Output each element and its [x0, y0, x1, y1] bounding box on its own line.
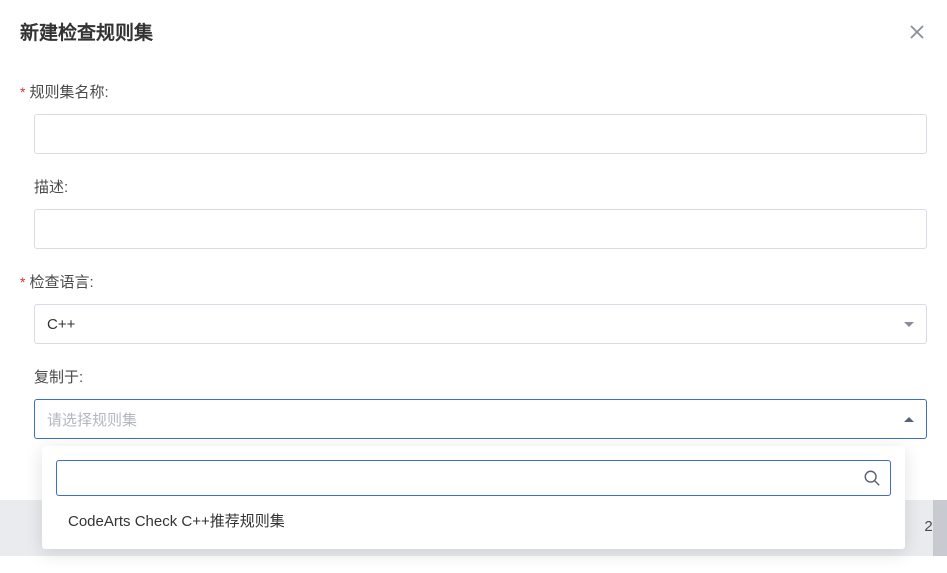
required-indicator: *	[20, 275, 25, 289]
language-selected-value: C++	[47, 316, 75, 333]
language-select[interactable]: C++	[34, 304, 927, 344]
dropdown-option[interactable]: CodeArts Check C++推荐规则集	[42, 496, 905, 541]
chevron-down-icon	[904, 322, 914, 327]
copy-from-dropdown: CodeArts Check C++推荐规则集	[42, 446, 905, 549]
close-icon	[909, 24, 925, 40]
language-label: 检查语言:	[29, 271, 93, 292]
chevron-up-icon	[904, 417, 914, 422]
close-button[interactable]	[907, 22, 927, 42]
ruleset-name-input[interactable]	[34, 114, 927, 154]
required-indicator: *	[20, 85, 25, 99]
description-label: 描述:	[34, 176, 68, 197]
dialog-title: 新建检查规则集	[20, 18, 153, 45]
copy-from-select[interactable]: 请选择规则集	[34, 399, 927, 439]
dropdown-search-input[interactable]	[56, 460, 891, 496]
copy-from-placeholder: 请选择规则集	[47, 409, 137, 430]
scrollbar[interactable]	[933, 500, 947, 556]
description-input[interactable]	[34, 209, 927, 249]
ruleset-name-label: 规则集名称:	[29, 81, 108, 102]
copy-from-label: 复制于:	[34, 366, 83, 387]
search-icon	[863, 469, 881, 487]
